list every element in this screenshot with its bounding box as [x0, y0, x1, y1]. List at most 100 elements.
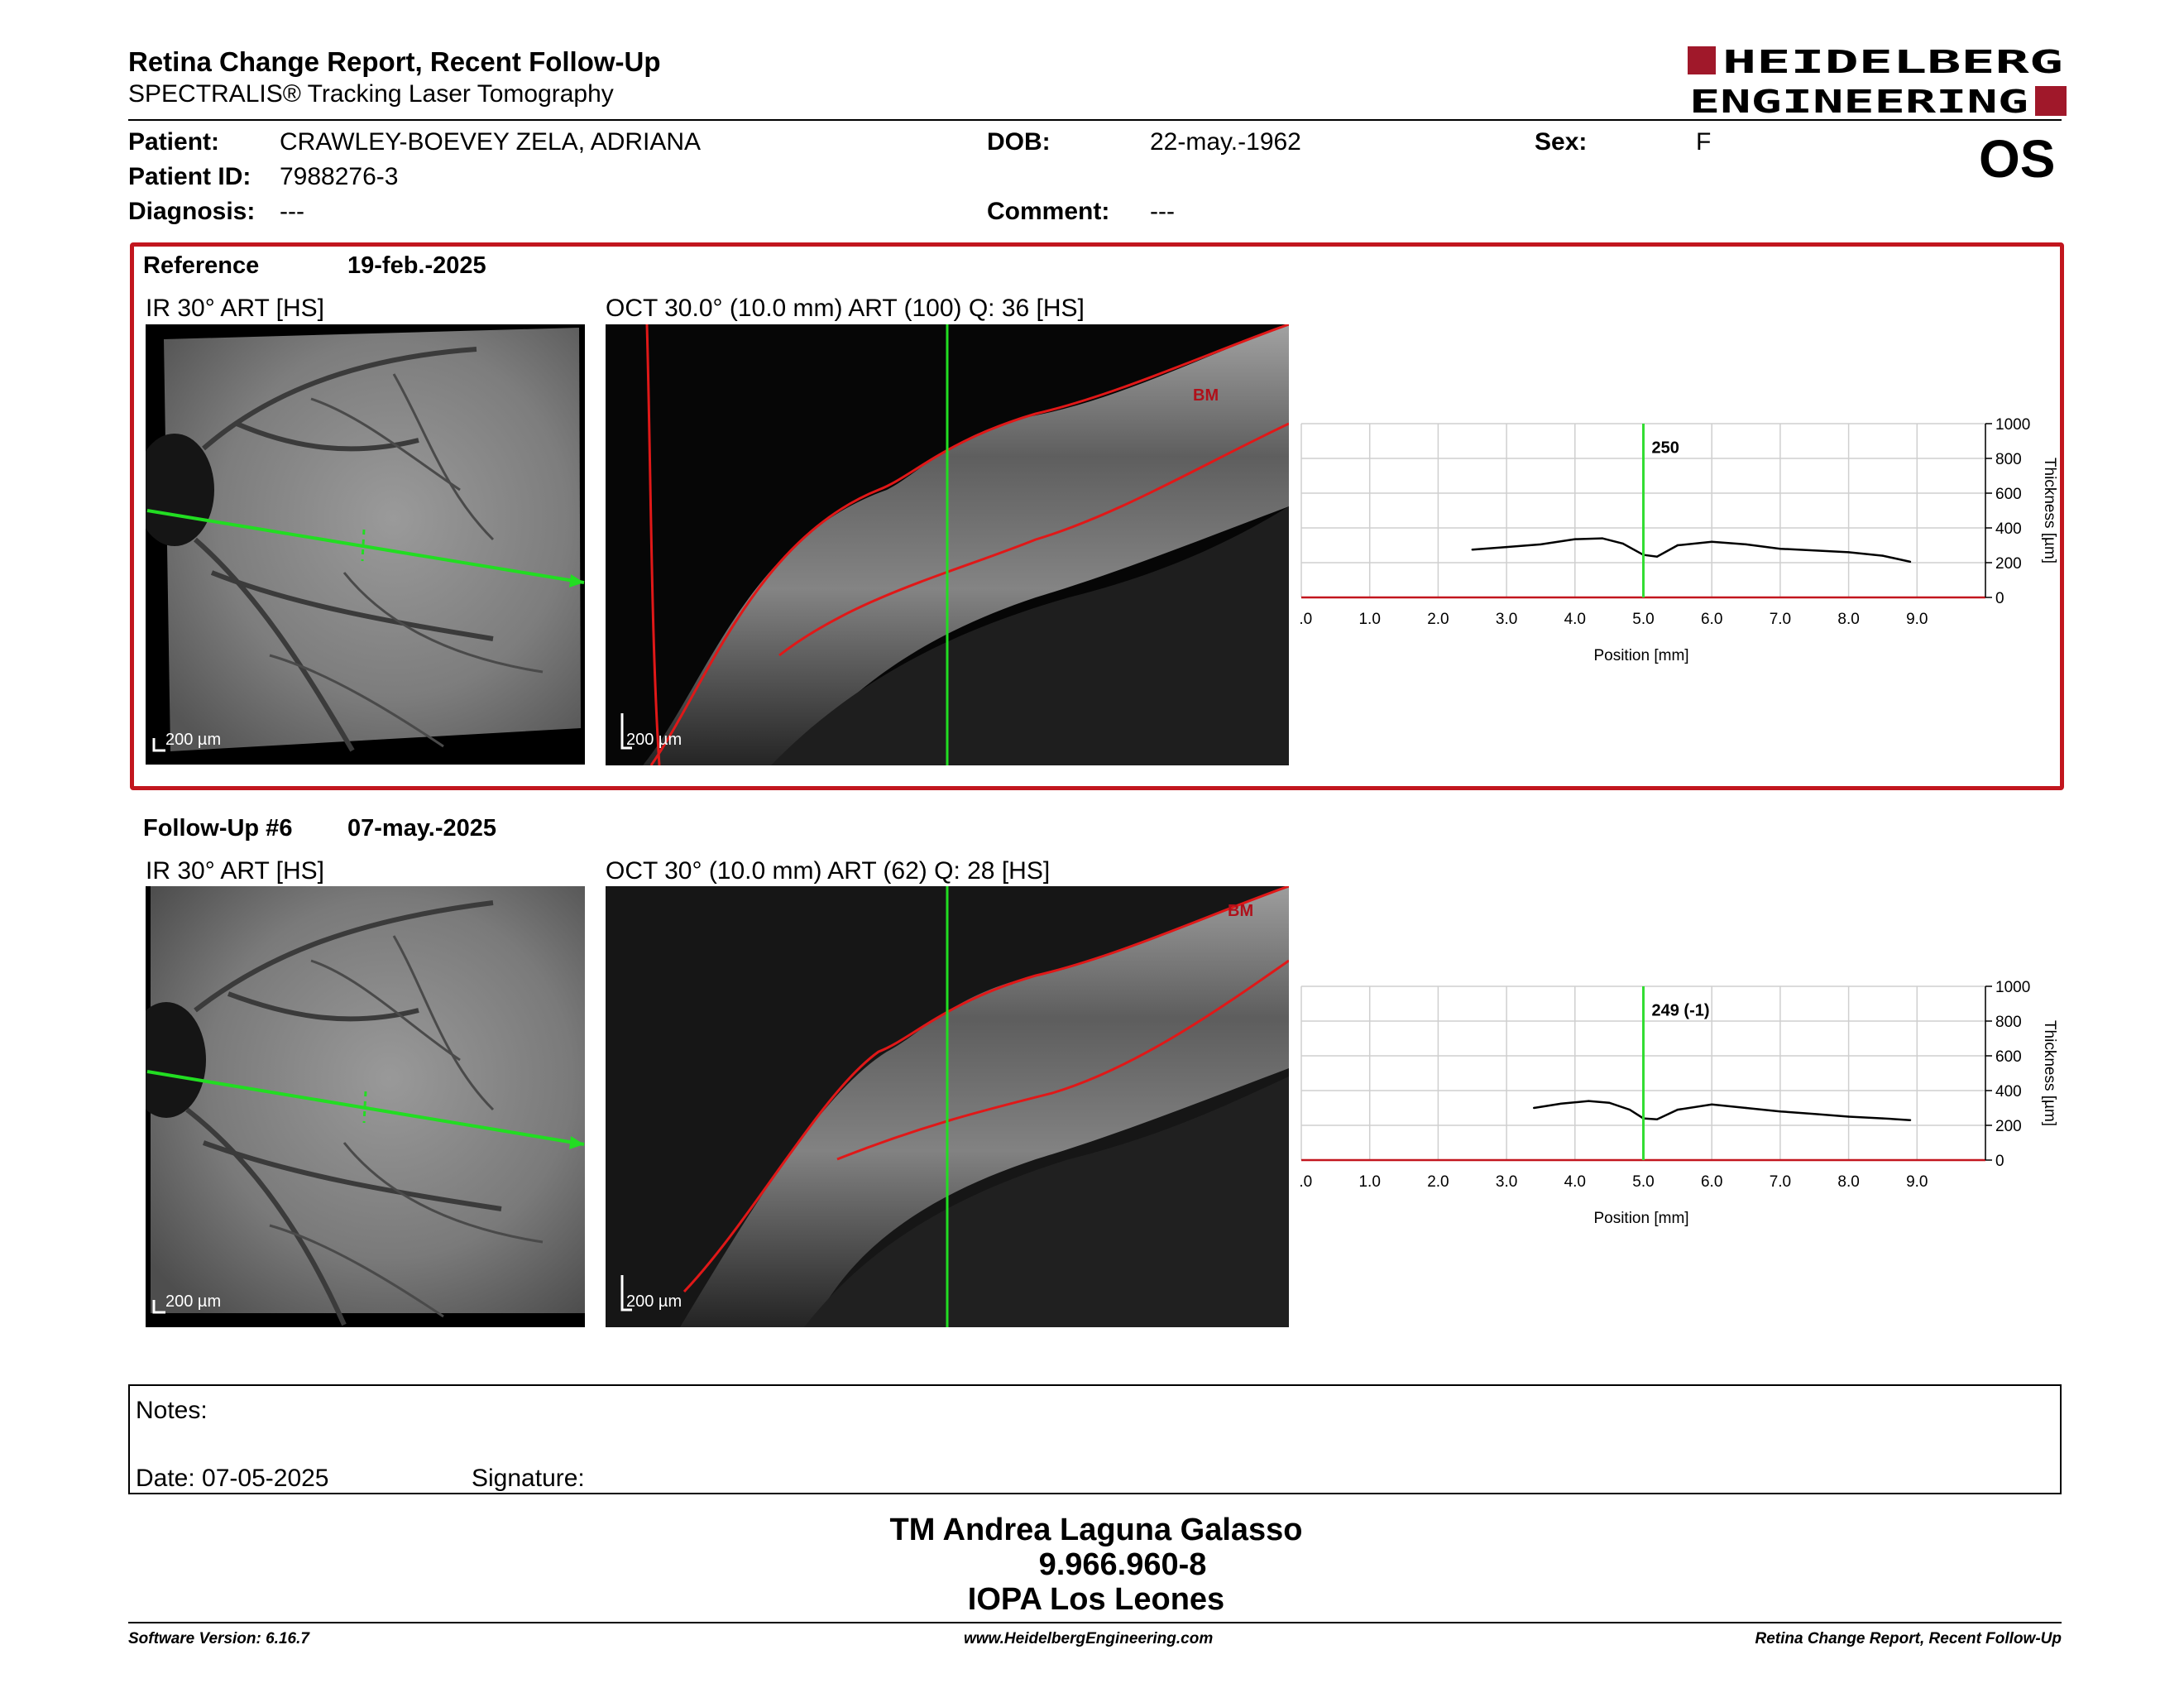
- sex-value: F: [1696, 128, 1712, 156]
- thickness-point: [1909, 560, 1912, 563]
- y-tick-label: 0: [1995, 1153, 2004, 1170]
- thickness-point: [1909, 1119, 1912, 1121]
- scan-line: [146, 509, 585, 584]
- reference-oct-image: BM 200 µm: [606, 324, 1289, 765]
- comment-label: Comment:: [987, 198, 1110, 225]
- x-tick-label: 9.0: [1906, 1173, 1928, 1191]
- dob-label: DOB:: [987, 128, 1051, 156]
- scale-bar-icon: [152, 1300, 165, 1314]
- x-tick-label: 6.0: [1701, 1173, 1722, 1191]
- followup-ir-label: IR 30° ART [HS]: [146, 857, 324, 885]
- thickness-point: [1471, 549, 1473, 551]
- notes-date: Date: 07-05-2025: [136, 1465, 329, 1492]
- y-tick-label: 400: [1995, 1083, 2022, 1101]
- x-tick-label: 3.0: [1496, 1173, 1517, 1191]
- x-tick-label: 0.0: [1299, 1173, 1312, 1191]
- chart-x-label: Position [mm]: [1593, 1210, 1688, 1227]
- scan-line: [146, 1070, 585, 1146]
- chart-series: [1471, 537, 1912, 563]
- thickness-point: [1711, 1103, 1713, 1105]
- x-tick-label: 8.0: [1837, 1173, 1859, 1191]
- report-title: Retina Change Report, Recent Follow-Up: [128, 46, 661, 77]
- bm-label: BM: [1193, 386, 1219, 405]
- reference-oct-scale: 200 µm: [626, 731, 682, 749]
- x-tick-label: 5.0: [1632, 611, 1654, 628]
- followup-date: 07-may.-2025: [347, 815, 497, 842]
- diagnosis-label: Diagnosis:: [128, 198, 256, 225]
- followup-ir-scale: 200 µm: [165, 1292, 221, 1311]
- logo-line1: HEIDELBERG: [1722, 44, 2063, 80]
- signature-label: Signature:: [472, 1465, 585, 1492]
- x-tick-label: 2.0: [1427, 611, 1449, 628]
- x-tick-label: 4.0: [1564, 1173, 1586, 1191]
- x-tick-label: 7.0: [1770, 611, 1791, 628]
- notes-label: Notes:: [136, 1397, 208, 1424]
- chart-cursor-value: 250: [1652, 439, 1679, 458]
- chart-x-label: Position [mm]: [1593, 647, 1688, 664]
- x-tick-label: 9.0: [1906, 611, 1928, 628]
- footer-divider: [128, 1622, 2062, 1623]
- comment-value: ---: [1150, 198, 1175, 225]
- thickness-point: [1628, 1108, 1631, 1111]
- thickness-point: [1779, 1110, 1782, 1113]
- patient-id-value: 7988276-3: [280, 163, 399, 190]
- thickness-point: [1676, 544, 1679, 547]
- logo-line2: ENGINEERING: [1689, 84, 2028, 119]
- x-tick-label: 5.0: [1632, 1173, 1654, 1191]
- thickness-point: [1655, 555, 1659, 558]
- chart-x-ticks: 0.0 1.0 2.0 3.0 4.0 5.0 6.0 7.0 8.0 9.0: [1299, 1173, 1928, 1191]
- y-tick-label: 1000: [1995, 416, 2030, 434]
- chart-y-ticks: 0 200 400 600 800 1000: [1985, 979, 2030, 1170]
- sex-label: Sex:: [1535, 128, 1588, 156]
- thickness-line: [1534, 1100, 1911, 1121]
- logo-square-top: [1688, 46, 1716, 74]
- reference-ir-scale: 200 µm: [165, 731, 221, 749]
- chart-cursor: 249 (-1): [1642, 986, 1710, 1160]
- reference-date: 19-feb.-2025: [347, 252, 486, 279]
- followup-thickness-chart: 0.0 1.0 2.0 3.0 4.0 5.0 6.0 7.0 8.0 9.0 0 200 400 60…: [1299, 979, 2058, 1227]
- followup-oct-scale: 200 µm: [626, 1292, 682, 1311]
- scan-arrow-icon: [569, 574, 584, 587]
- x-tick-label: 1.0: [1358, 1173, 1380, 1191]
- patient-name: CRAWLEY-BOEVEY ZELA, ADRIANA: [280, 128, 702, 156]
- notes-box: [128, 1384, 2062, 1494]
- reference-ir-image: 200 µm: [146, 324, 585, 765]
- y-tick-label: 800: [1995, 1014, 2022, 1031]
- followup-oct-image: BM 200 µm: [606, 886, 1289, 1327]
- thickness-point: [1607, 1101, 1611, 1104]
- footer-software-version: Software Version: 6.16.7: [128, 1630, 309, 1647]
- chart-y-label: Thickness [µm]: [2041, 1020, 2058, 1126]
- thickness-point: [1540, 543, 1542, 546]
- thickness-point: [1655, 1118, 1659, 1120]
- chart-x-ticks: 0.0 1.0 2.0 3.0 4.0 5.0 6.0 7.0 8.0 9.0: [1299, 611, 1928, 628]
- logo-square-bottom: [2035, 86, 2067, 116]
- eye-indicator: OS: [1979, 129, 2056, 189]
- thickness-point: [1779, 548, 1782, 550]
- thickness-point: [1881, 554, 1885, 557]
- reference-thickness-chart: 0.0 1.0 2.0 3.0 4.0 5.0 6.0 7.0 8.0 9.0 0 200 400 60…: [1299, 416, 2058, 664]
- reference-oct-label: OCT 30.0° (10.0 mm) ART (100) Q: 36 [HS]: [606, 295, 1085, 322]
- x-tick-label: 7.0: [1770, 1173, 1791, 1191]
- x-tick-label: 0.0: [1299, 611, 1312, 628]
- bm-boundary: [778, 422, 1289, 657]
- thickness-point: [1621, 542, 1624, 545]
- followup-oct-label: OCT 30° (10.0 mm) ART (62) Q: 28 [HS]: [606, 857, 1051, 885]
- thickness-point: [1573, 538, 1576, 540]
- reference-label: Reference: [143, 252, 260, 279]
- thickness-point: [1847, 551, 1850, 554]
- signer-org: IOPA Los Leones: [967, 1582, 1225, 1617]
- y-tick-label: 200: [1995, 1118, 2022, 1135]
- thickness-point: [1588, 1100, 1590, 1102]
- diagnosis-value: ---: [280, 198, 304, 225]
- patient-label: Patient:: [128, 128, 220, 156]
- y-tick-label: 1000: [1995, 979, 2030, 996]
- reference-section-box: [130, 242, 2064, 790]
- thickness-point: [1847, 1115, 1850, 1118]
- footer-website-link[interactable]: www.HeidelbergEngineering.com: [964, 1630, 1214, 1647]
- thickness-point: [1560, 1102, 1563, 1105]
- y-tick-label: 800: [1995, 451, 2022, 468]
- thickness-point: [1601, 537, 1604, 539]
- report-subtitle: SPECTRALIS® Tracking Laser Tomography: [128, 80, 614, 108]
- followup-ir-image: 200 µm: [146, 886, 585, 1327]
- header-divider: [128, 119, 2062, 121]
